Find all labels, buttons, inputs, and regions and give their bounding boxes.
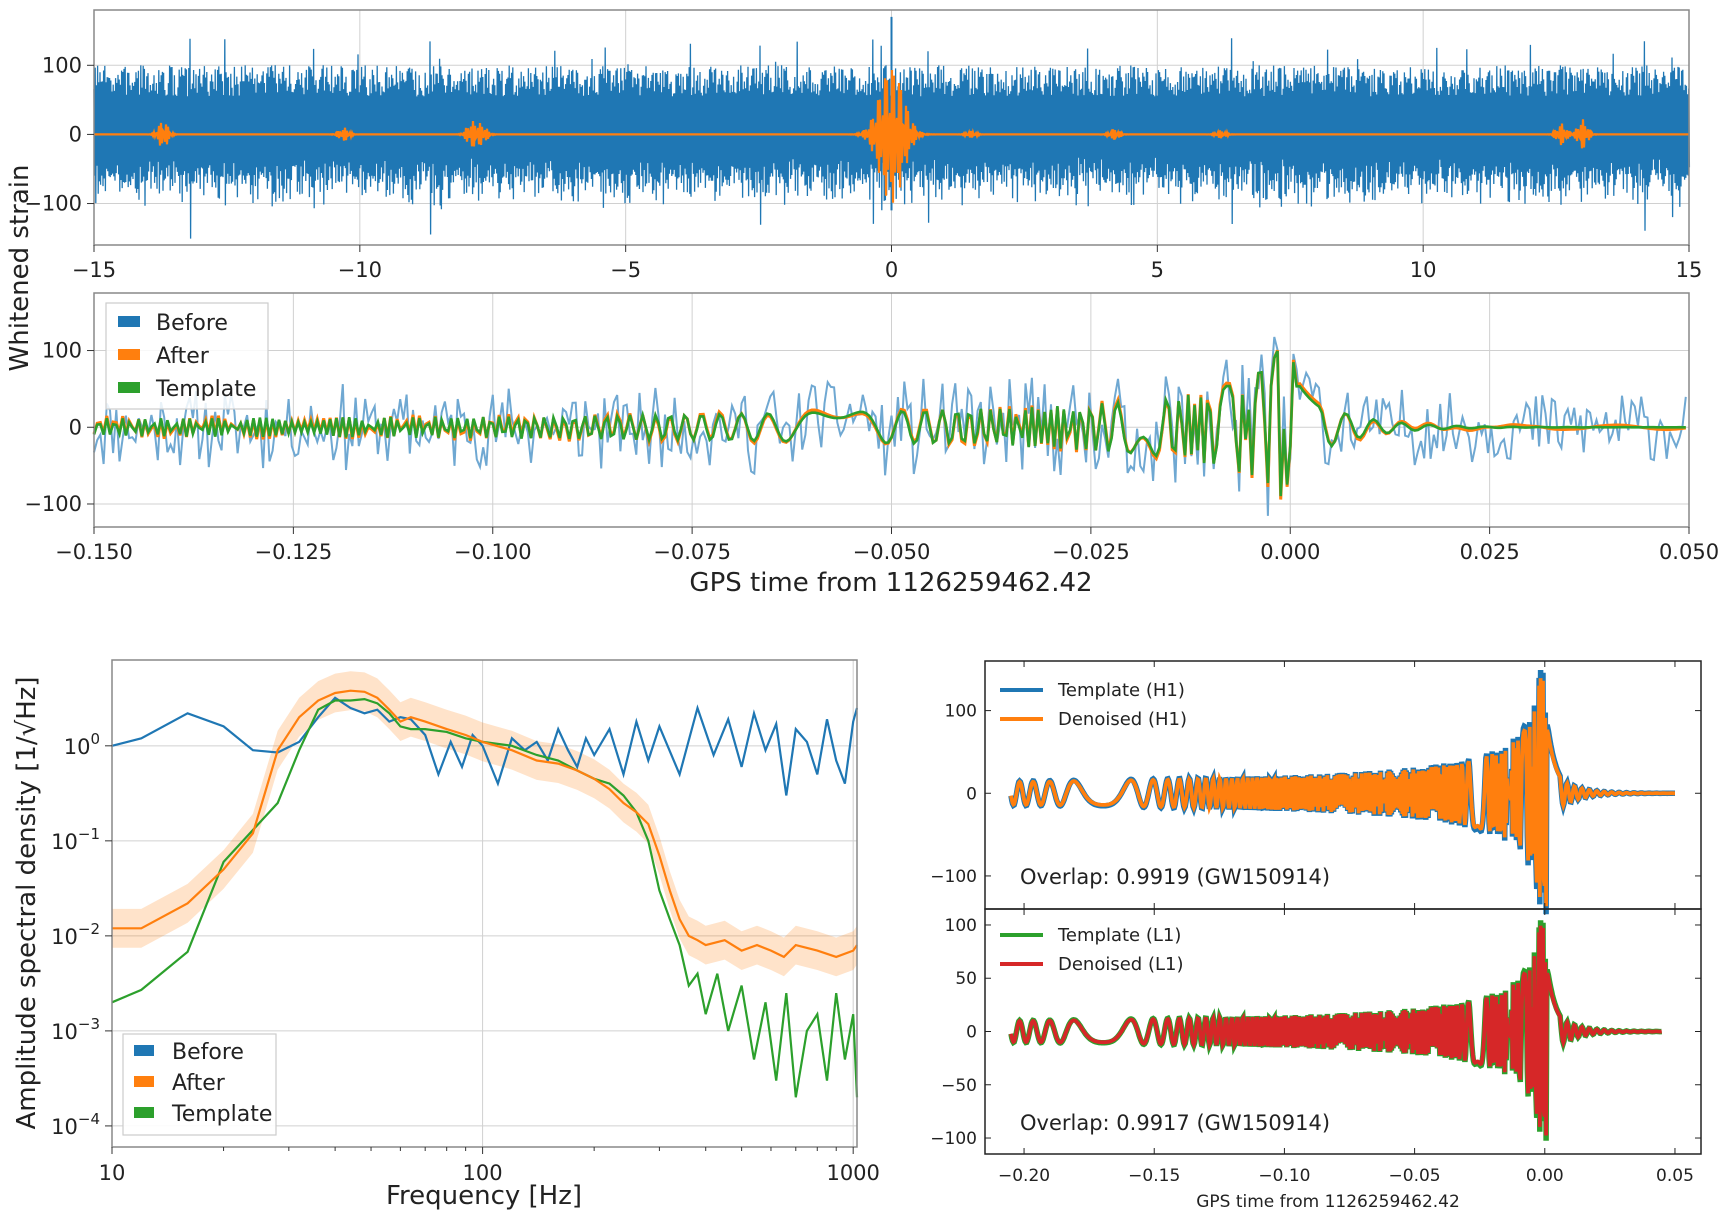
x-tick-label: −0.025	[1052, 540, 1130, 564]
series-after-band	[112, 671, 857, 977]
x-tick-label: 0.050	[1659, 540, 1719, 564]
x-tick-label: 0.025	[1460, 540, 1520, 564]
x-tick-label: 0	[885, 258, 898, 282]
y-tick-label: 0	[69, 415, 82, 439]
y-tick-label: −100	[930, 1129, 977, 1149]
x-tick-label: −0.125	[255, 540, 333, 564]
x-tick-label: −0.100	[454, 540, 532, 564]
legend-swatch-before	[134, 1045, 154, 1056]
y-tick-label: 100	[945, 916, 977, 936]
x-tick-label: −0.20	[998, 1166, 1050, 1186]
series-denoised-line	[1009, 925, 1662, 1136]
legend-label-before: Before	[156, 311, 228, 336]
x-tick-label: −0.10	[1258, 1166, 1310, 1186]
panel-strain-zoom: −0.150 −0.125 −0.100 −0.075 −0.050 −0.025 0.00…	[24, 292, 1719, 598]
y-tick-label: −50	[941, 1076, 977, 1096]
asd-legend: Before After Template	[122, 1033, 277, 1136]
legend-swatch-before	[118, 316, 140, 327]
y-tick-label: 10−2	[51, 920, 100, 949]
y-tick-label: −100	[930, 867, 977, 887]
y-tick-label: 100	[64, 730, 100, 759]
x-tick-label: −10	[338, 258, 382, 282]
legend-label-template-h1: Template (H1)	[1057, 680, 1185, 701]
series-template-line	[111, 697, 859, 1098]
legend-swatch-after	[134, 1076, 154, 1087]
x-tick-label: −0.05	[1389, 1166, 1441, 1186]
panel-strain-full: −15 −10 −5 0 5 10 15 100 0 −100	[24, 9, 1703, 282]
legend-label-template: Template	[155, 377, 256, 402]
x-tick-label: −0.150	[55, 540, 133, 564]
x-tick-label: 100	[463, 1161, 503, 1185]
legend-label-denoised-l1: Denoised (L1)	[1058, 954, 1183, 975]
panel-l1: −0.20 −0.15 −0.10 −0.05 0.00 0.05 100 50 0 −50 −10…	[930, 908, 1702, 1212]
x-tick-label: −0.050	[853, 540, 931, 564]
y-tick-label: 100	[42, 339, 82, 363]
panel-asd: 10 100 1000 100 10−1 10−2 10−3 10−4 Frequency […	[12, 659, 880, 1211]
l1-overlap-annotation: Overlap: 0.9917 (GW150914)	[1020, 1111, 1330, 1135]
x-tick-label: −5	[610, 258, 641, 282]
legend-label-after: After	[172, 1071, 226, 1096]
x-tick-label: 0.05	[1656, 1166, 1694, 1186]
x-tick-label: −0.15	[1128, 1166, 1180, 1186]
asd-xlabel: Frequency [Hz]	[386, 1181, 582, 1211]
panel-h1: 100 0 −100 Template (H1) Denoised (H1) Ove…	[930, 660, 1702, 915]
x-tick-label: 5	[1151, 258, 1164, 282]
y-tick-label: 10−3	[51, 1015, 100, 1044]
x-tick-label: 15	[1676, 258, 1703, 282]
asd-ylabel: Amplitude spectral density [1/√Hz]	[12, 676, 42, 1129]
x-tick-label: 1000	[826, 1161, 879, 1185]
legend-swatch-after	[118, 349, 140, 360]
l1-xlabel: GPS time from 1126259462.42	[1196, 1192, 1460, 1212]
legend-label-template-l1: Template (L1)	[1057, 925, 1181, 946]
h1-overlap-annotation: Overlap: 0.9919 (GW150914)	[1020, 865, 1330, 889]
l1-legend: Template (L1) Denoised (L1)	[1000, 925, 1183, 975]
x-tick-label: −15	[72, 258, 116, 282]
series-denoised-line	[1009, 678, 1675, 907]
series-before-line	[111, 696, 859, 796]
y-tick-label: 0	[69, 122, 82, 146]
shared-ylabel: Whitened strain	[5, 165, 35, 372]
x-tick-label: 10	[99, 1161, 126, 1185]
y-tick-label: 0	[966, 1023, 977, 1043]
y-tick-label: 100	[945, 702, 977, 722]
panel-asd-frame	[111, 659, 858, 1148]
x-tick-label: 0.000	[1260, 540, 1320, 564]
y-tick-label: 10−4	[51, 1110, 100, 1139]
series-after-line	[94, 69, 1689, 203]
y-tick-label: 0	[966, 784, 977, 804]
y-tick-label: 100	[42, 53, 82, 77]
strain-zoom-legend: Before After Template	[105, 302, 269, 410]
x-tick-label: 10	[1410, 258, 1437, 282]
legend-label-after: After	[156, 344, 210, 369]
legend-swatch-template	[118, 382, 140, 393]
series-after-line	[112, 689, 858, 959]
strain-zoom-xlabel: GPS time from 1126259462.42	[689, 568, 1092, 598]
x-tick-label: 0.00	[1526, 1166, 1564, 1186]
legend-label-template: Template	[171, 1102, 272, 1127]
series-before-line	[93, 336, 1687, 516]
y-tick-label: 50	[955, 969, 977, 989]
y-tick-label: −100	[24, 492, 82, 516]
x-tick-label: −0.075	[653, 540, 731, 564]
series-template-line	[92, 350, 1686, 497]
legend-label-before: Before	[172, 1040, 244, 1065]
y-tick-label: 10−1	[51, 825, 100, 854]
y-tick-label: −100	[24, 192, 82, 216]
legend-swatch-template	[134, 1107, 154, 1118]
legend-label-denoised-h1: Denoised (H1)	[1058, 709, 1187, 730]
h1-legend: Template (H1) Denoised (H1)	[1000, 680, 1187, 730]
